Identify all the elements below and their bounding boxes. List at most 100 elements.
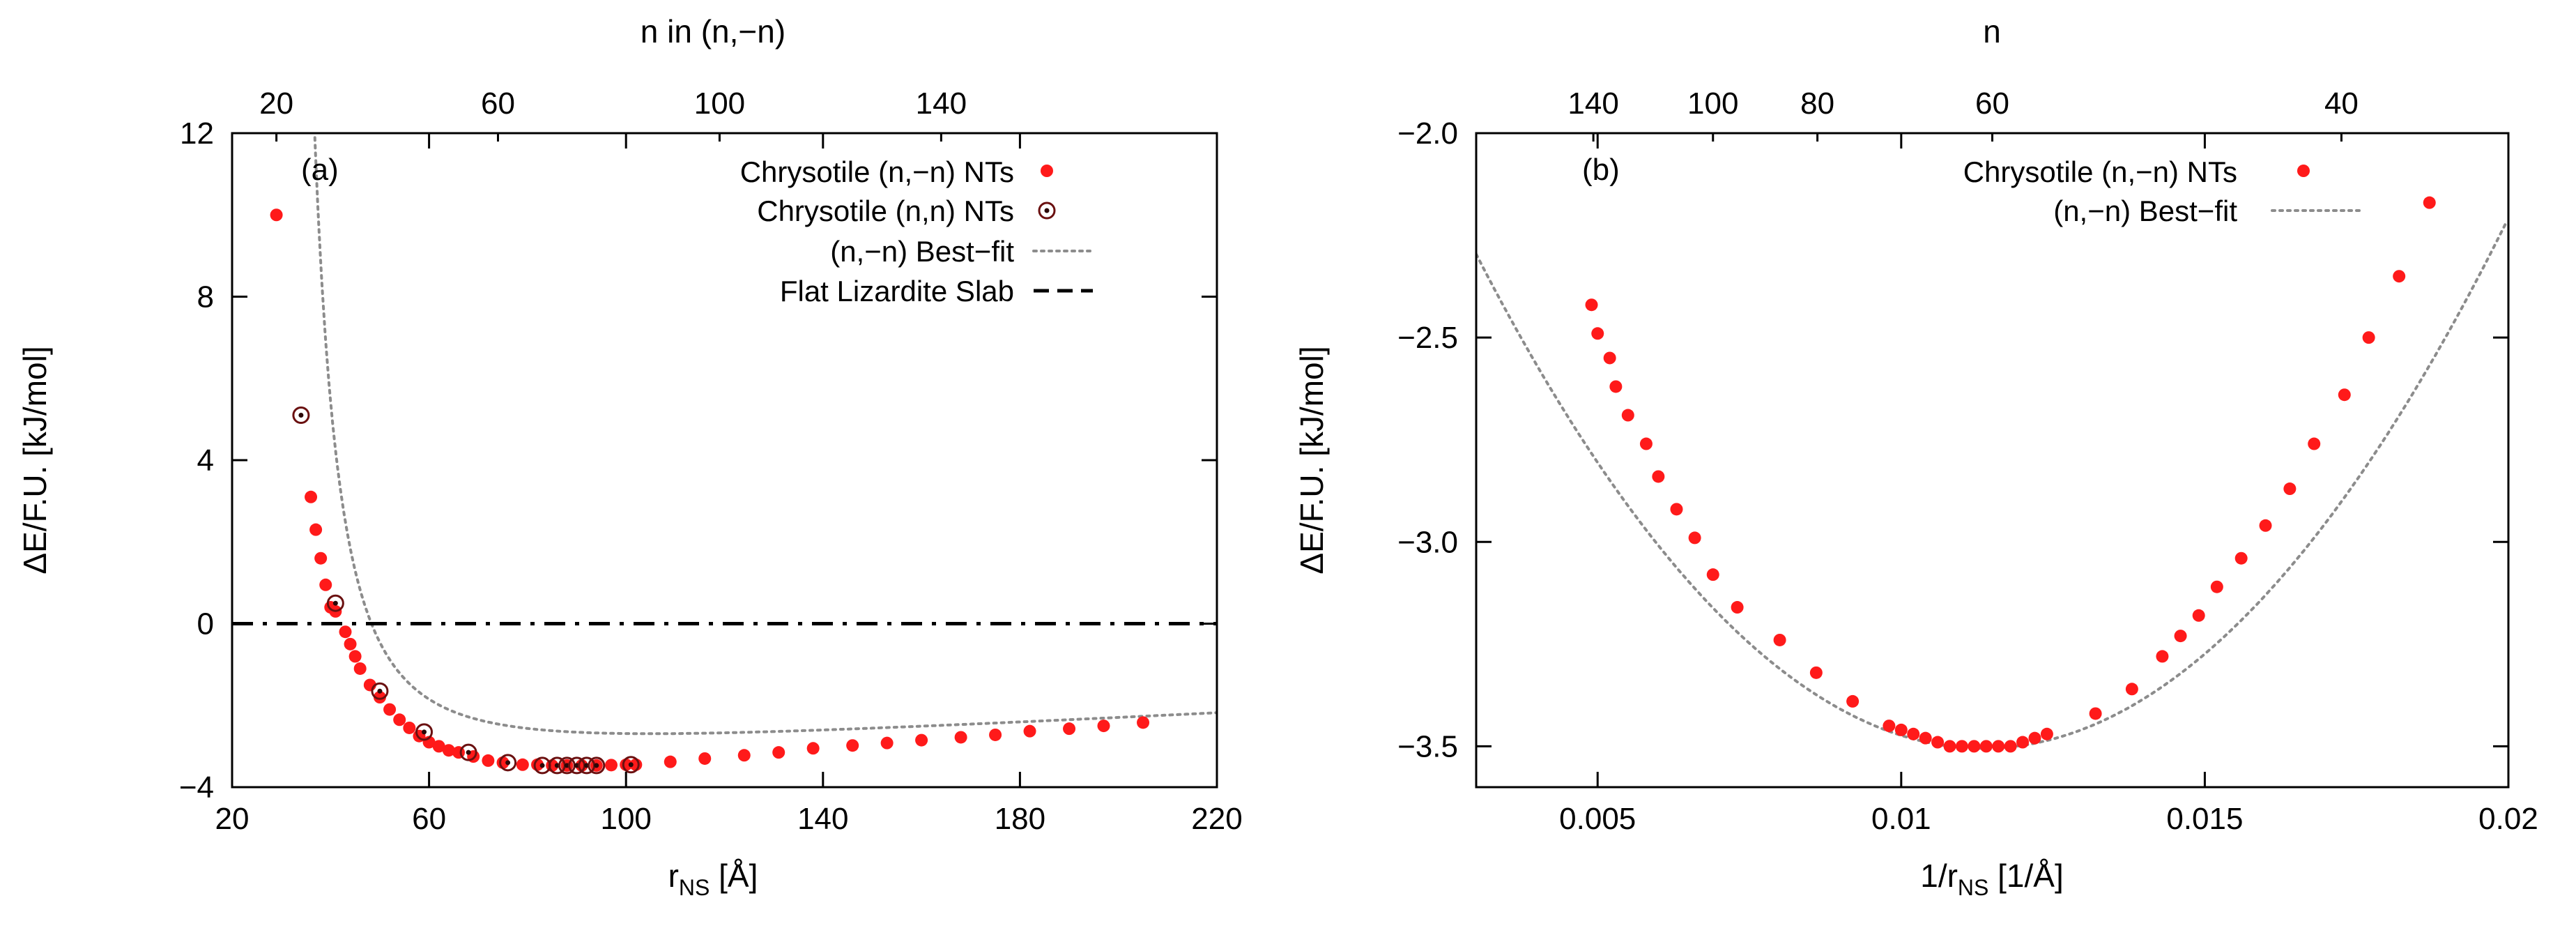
a-x-axis-label-main: r (668, 858, 679, 894)
b-point-nminus (1688, 531, 1701, 545)
b-y-tick-label: −3.5 (1397, 729, 1458, 763)
a-point-nn-center (574, 763, 580, 768)
a-panel-label: (a) (301, 153, 339, 187)
a-legend-label-fit: (n,−n) Best−fit (830, 235, 1014, 268)
b-top-tick-label: 60 (1975, 86, 2009, 121)
a-point-nminus (442, 744, 455, 757)
a-legend-marker-open (1038, 201, 1056, 220)
b-point-nminus (1968, 740, 1981, 753)
a-point-nminus (1137, 716, 1150, 729)
a-point-nn-center (332, 600, 338, 606)
a-x-tick-label: 180 (995, 802, 1045, 836)
a-point-nn (326, 594, 344, 612)
a-legend-marker-open-dot (1044, 208, 1050, 213)
a-x-axis-label-sub: NS (679, 875, 710, 900)
b-x-axis-label-unit: [1/Å] (1988, 858, 2063, 894)
b-panel-label: (b) (1582, 153, 1620, 187)
a-top-tick-label: 140 (916, 86, 967, 121)
a-point-nn (292, 406, 310, 425)
a-y-tick-label: 0 (197, 607, 214, 641)
b-legend-marker-red (2297, 165, 2310, 177)
b-point-nminus (1846, 694, 1860, 708)
a-top-tick-label: 60 (481, 86, 515, 121)
a-point-nminus (516, 758, 529, 771)
a-x-axis-label-unit: [Å] (710, 858, 758, 894)
b-point-nminus (1591, 327, 1604, 340)
a-points-layer (270, 208, 1150, 775)
a-x-axis-label: rNS [Å] (668, 858, 758, 900)
a-point-nminus (383, 703, 397, 716)
b-point-nminus (2338, 388, 2351, 402)
b-x-axis-label-sub: NS (1958, 875, 1988, 900)
a-point-nn-center (628, 762, 634, 768)
b-point-nminus (1585, 298, 1598, 312)
a-point-nminus (309, 523, 323, 536)
b-point-nminus (2192, 609, 2205, 622)
b-point-nminus (2004, 740, 2017, 753)
b-point-nminus (1943, 740, 1956, 753)
a-point-nminus (1063, 722, 1076, 736)
b-point-nminus (1731, 601, 1744, 614)
a-point-nminus (373, 691, 386, 704)
b-point-nminus (2423, 196, 2436, 209)
b-point-nminus (2308, 437, 2321, 450)
b-point-nminus (1907, 727, 1920, 740)
b-x-tick-label: 0.005 (1559, 802, 1636, 836)
b-point-nminus (1621, 409, 1634, 422)
a-x-tick-label: 140 (797, 802, 848, 836)
a-point-nminus (482, 754, 495, 767)
b-point-nminus (1639, 437, 1653, 450)
a-point-nminus (806, 742, 820, 755)
a-y-tick-label: 8 (197, 280, 214, 314)
a-y-tick-label: 12 (180, 116, 214, 151)
b-legend-label-fit: (n,−n) Best−fit (2053, 195, 2237, 227)
b-y-tick-label: −3.0 (1397, 525, 1458, 559)
a-point-nminus (403, 721, 416, 734)
b-point-nminus (2174, 630, 2187, 643)
a-point-nminus (339, 625, 352, 639)
b-top-tick-label: 100 (1687, 86, 1738, 121)
b-point-nminus (1609, 380, 1623, 393)
b-x-axis-label: 1/rNS [1/Å] (1920, 858, 2064, 900)
b-point-nminus (1992, 740, 2005, 753)
a-legend-label-nt-plus: Chrysotile (n,n) NTs (757, 195, 1014, 227)
b-point-nminus (1883, 720, 1896, 733)
a-point-nn-center (539, 763, 545, 768)
a-point-nminus (393, 713, 406, 727)
b-point-nminus (1670, 503, 1683, 516)
a-point-nminus (737, 749, 751, 762)
a-point-nn (499, 754, 517, 772)
a-point-nminus (270, 208, 283, 222)
b-x-tick-label: 0.02 (2478, 802, 2538, 836)
a-best-fit-curve (313, 133, 1217, 736)
a-point-nn-center (584, 763, 590, 768)
a-point-nminus (664, 755, 677, 768)
b-point-nminus (2283, 482, 2297, 496)
b-best-fit-curve (1476, 222, 2507, 750)
a-point-nminus (915, 733, 928, 747)
b-y-tick-label: −2.0 (1397, 116, 1458, 151)
b-point-nminus (1955, 740, 1968, 753)
a-point-nn (415, 723, 434, 741)
b-point-nminus (2040, 727, 2053, 740)
a-point-nminus (1023, 724, 1036, 738)
a-point-nn (588, 756, 606, 775)
b-legend: Chrysotile (n,−n) NTs (n,−n) Best−fit (1963, 155, 2363, 227)
a-point-nminus (698, 752, 712, 765)
a-x-tick-label: 100 (600, 802, 651, 836)
a-point-nn-center (298, 413, 304, 418)
b-top-tick-label: 80 (1800, 86, 1834, 121)
a-point-nminus (344, 637, 357, 651)
b-ticks-layer: 0.005 0.01 0.015 0.02 −3.5 −3.0 −2.5 −2.0 140 100… (1397, 86, 2538, 836)
b-point-nminus (1919, 731, 1932, 745)
b-point-nminus (1931, 736, 1945, 749)
b-y-axis-label: ΔE/F.U. [kJ/mol] (1294, 346, 1330, 574)
a-point-nminus (348, 650, 362, 663)
b-point-nminus (2234, 552, 2248, 565)
a-point-nminus (1097, 720, 1110, 733)
a-point-nminus (605, 759, 618, 772)
a-point-nn-center (466, 750, 471, 755)
a-point-nn-center (554, 763, 560, 768)
a-legend: Chrysotile (n,−n) NTs Chrysotile (n,n) N… (740, 155, 1094, 307)
a-top-axis-label: n in (n,−n) (641, 13, 785, 50)
